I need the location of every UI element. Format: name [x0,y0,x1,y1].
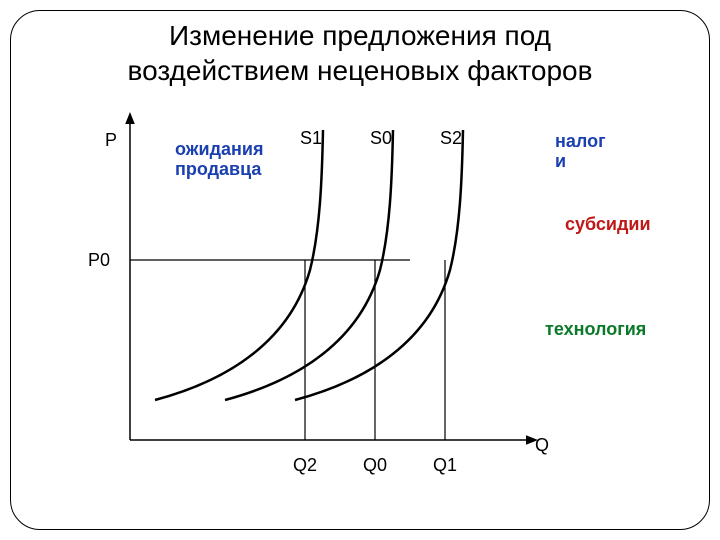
label-technology: технология [545,320,646,340]
label-subsidies: субсидии [565,215,651,235]
p-axis-label: P [105,130,117,151]
label-taxes: налог и [555,132,606,172]
label-expectations: ожидания продавца [175,140,263,180]
q1-tick-label: Q1 [433,455,457,476]
q0-tick-label: Q0 [363,455,387,476]
p0-axis-label: P0 [88,250,110,271]
s1-label: S1 [300,128,322,149]
s2-label: S2 [440,128,462,149]
s0-label: S0 [370,128,392,149]
q2-tick-label: Q2 [293,455,317,476]
q-axis-label: Q [535,435,549,456]
